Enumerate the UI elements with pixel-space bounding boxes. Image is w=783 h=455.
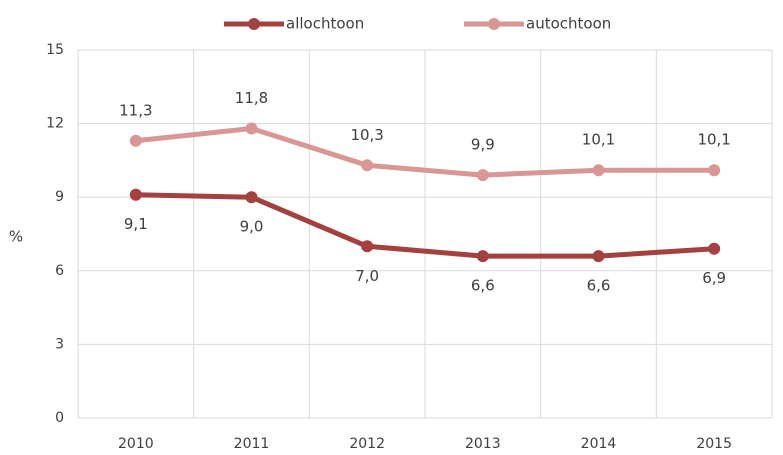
point — [476, 169, 489, 182]
point — [476, 250, 489, 263]
series-line — [135, 192, 715, 259]
y-tick-label: 3 — [55, 336, 64, 352]
x-tick-label: 2011 — [234, 436, 270, 452]
data-label: 10,3 — [350, 126, 383, 144]
y-tick-label: 15 — [46, 42, 64, 58]
legend-marker — [248, 18, 260, 30]
y-axis-label: % — [9, 228, 23, 246]
legend-marker — [488, 18, 500, 30]
y-tick-label: 9 — [55, 189, 64, 205]
series-line — [135, 126, 715, 178]
data-label: 11,3 — [119, 101, 152, 119]
x-tick-label: 2012 — [349, 436, 385, 452]
point — [245, 191, 258, 204]
data-label: 6,6 — [587, 277, 611, 295]
point — [708, 164, 721, 177]
x-tick-label: 2015 — [696, 436, 732, 452]
data-label: 9,0 — [240, 218, 264, 236]
point — [361, 159, 374, 172]
y-tick-label: 0 — [55, 410, 64, 426]
legend-label: autochtoon — [526, 15, 611, 33]
data-label: 6,9 — [702, 269, 726, 287]
data-label: 7,0 — [355, 267, 379, 285]
data-label: 9,1 — [124, 215, 148, 233]
point — [592, 250, 605, 263]
point — [592, 164, 605, 177]
x-tick-label: 2014 — [581, 436, 617, 452]
point — [129, 134, 142, 147]
y-tick-label: 12 — [46, 116, 64, 132]
data-label: 10,1 — [582, 131, 615, 149]
legend-label: allochtoon — [286, 15, 364, 33]
data-label: 9,9 — [471, 136, 495, 154]
point — [129, 188, 142, 201]
data-label: 11,8 — [235, 89, 268, 107]
y-tick-label: 6 — [55, 263, 64, 279]
x-tick-label: 2010 — [118, 436, 154, 452]
data-label: 6,6 — [471, 277, 495, 295]
point — [245, 122, 258, 135]
x-tick-label: 2013 — [465, 436, 501, 452]
point — [708, 242, 721, 255]
point — [361, 240, 374, 253]
data-label: 10,1 — [697, 131, 730, 149]
